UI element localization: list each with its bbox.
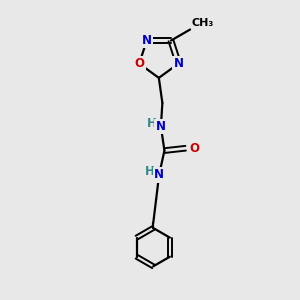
Text: CH₃: CH₃	[191, 18, 214, 28]
Text: O: O	[134, 57, 144, 70]
Text: N: N	[156, 120, 166, 133]
Text: N: N	[142, 34, 152, 47]
Text: N: N	[173, 57, 183, 70]
Text: O: O	[189, 142, 199, 155]
Text: N: N	[154, 168, 164, 181]
Text: H: H	[146, 165, 155, 178]
Text: H: H	[147, 117, 157, 130]
